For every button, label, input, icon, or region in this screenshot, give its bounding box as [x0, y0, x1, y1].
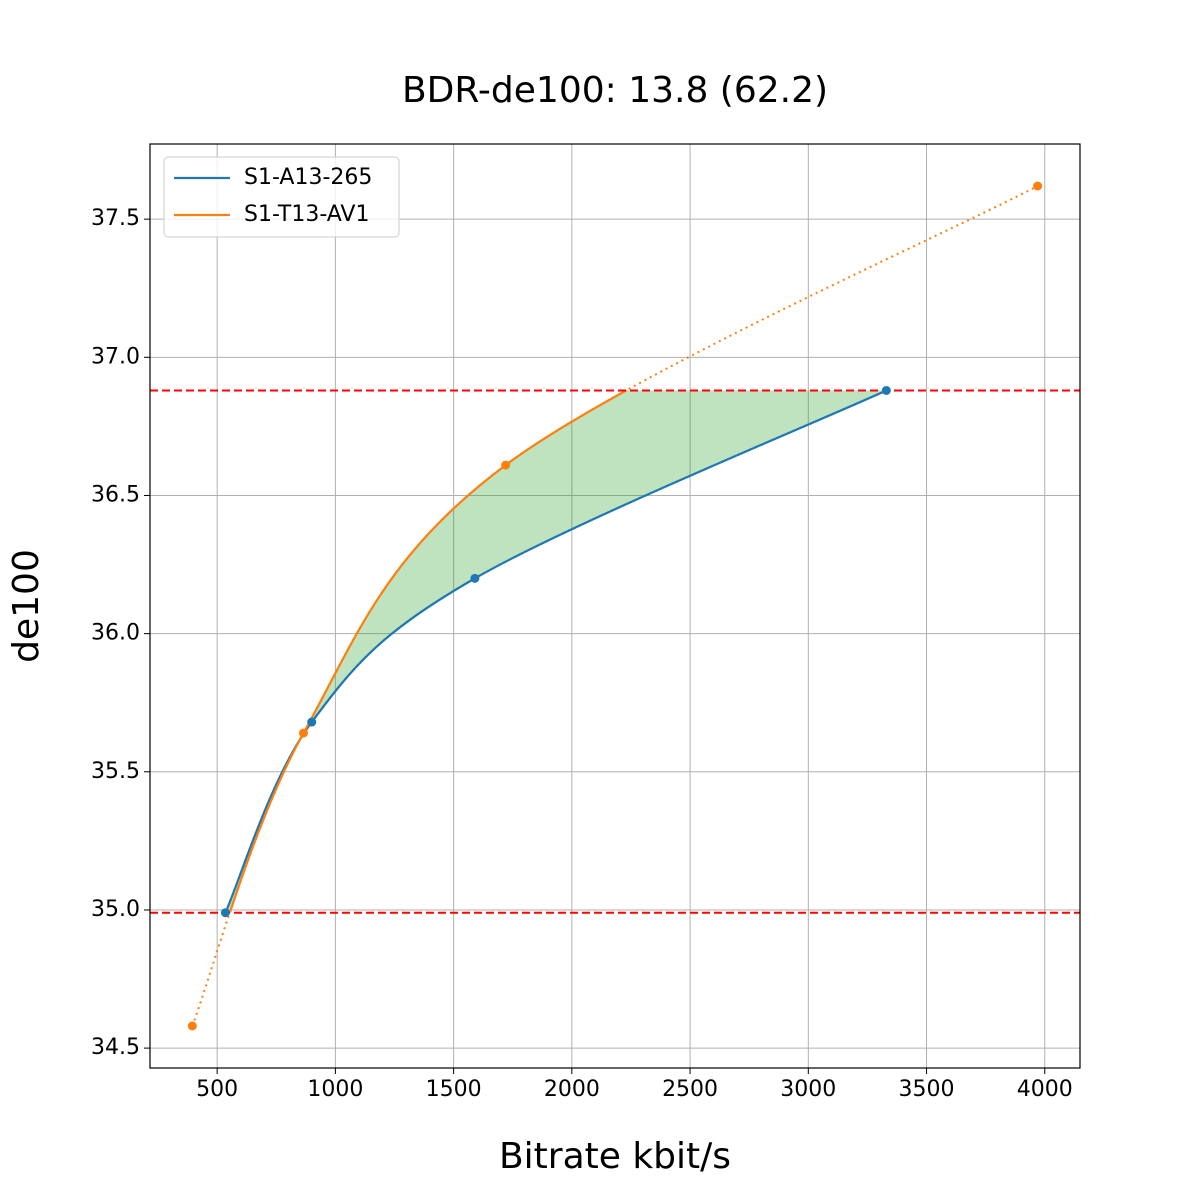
data-point: [220, 908, 230, 918]
legend-label: S1-T13-AV1: [244, 202, 369, 227]
chart-title: BDR-de100: 13.8 (62.2): [402, 70, 828, 111]
bd-area: [225, 390, 887, 913]
x-tick-label: 2500: [662, 1077, 718, 1102]
plot-area: [150, 181, 1080, 1031]
x-tick-label: 4000: [1017, 1077, 1073, 1102]
data-point: [881, 385, 891, 395]
data-point: [470, 573, 480, 583]
x-axis-label: Bitrate kbit/s: [499, 1136, 731, 1177]
series-line: [228, 390, 629, 913]
y-tick-label: 36.0: [91, 621, 140, 646]
series-line-extrapolated: [191, 185, 1039, 1027]
legend: S1-A13-265 S1-T13-AV1: [163, 156, 400, 238]
data-point: [307, 717, 317, 727]
data-point: [501, 460, 511, 470]
x-tick-label: 500: [196, 1077, 238, 1102]
data-point: [187, 1021, 197, 1031]
x-tick-label: 3000: [780, 1077, 836, 1102]
data-point: [1033, 181, 1043, 191]
x-tick-label: 1500: [426, 1077, 482, 1102]
x-tick-label: 1000: [307, 1077, 363, 1102]
y-tick-label: 35.0: [91, 897, 140, 922]
legend-label: S1-A13-265: [244, 165, 372, 190]
plot-frame: [149, 143, 1081, 1069]
y-tick-label: 35.5: [91, 759, 140, 784]
y-tick-label: 37.0: [91, 344, 140, 369]
x-tick-label: 2000: [544, 1077, 600, 1102]
y-axis-label: de100: [6, 549, 47, 663]
x-tick-label: 3500: [899, 1077, 955, 1102]
y-tick-label: 36.5: [91, 482, 140, 507]
series-line: [224, 390, 887, 913]
y-tick-label: 34.5: [91, 1035, 140, 1060]
y-tick-label: 37.5: [91, 206, 140, 231]
data-point: [298, 728, 308, 738]
